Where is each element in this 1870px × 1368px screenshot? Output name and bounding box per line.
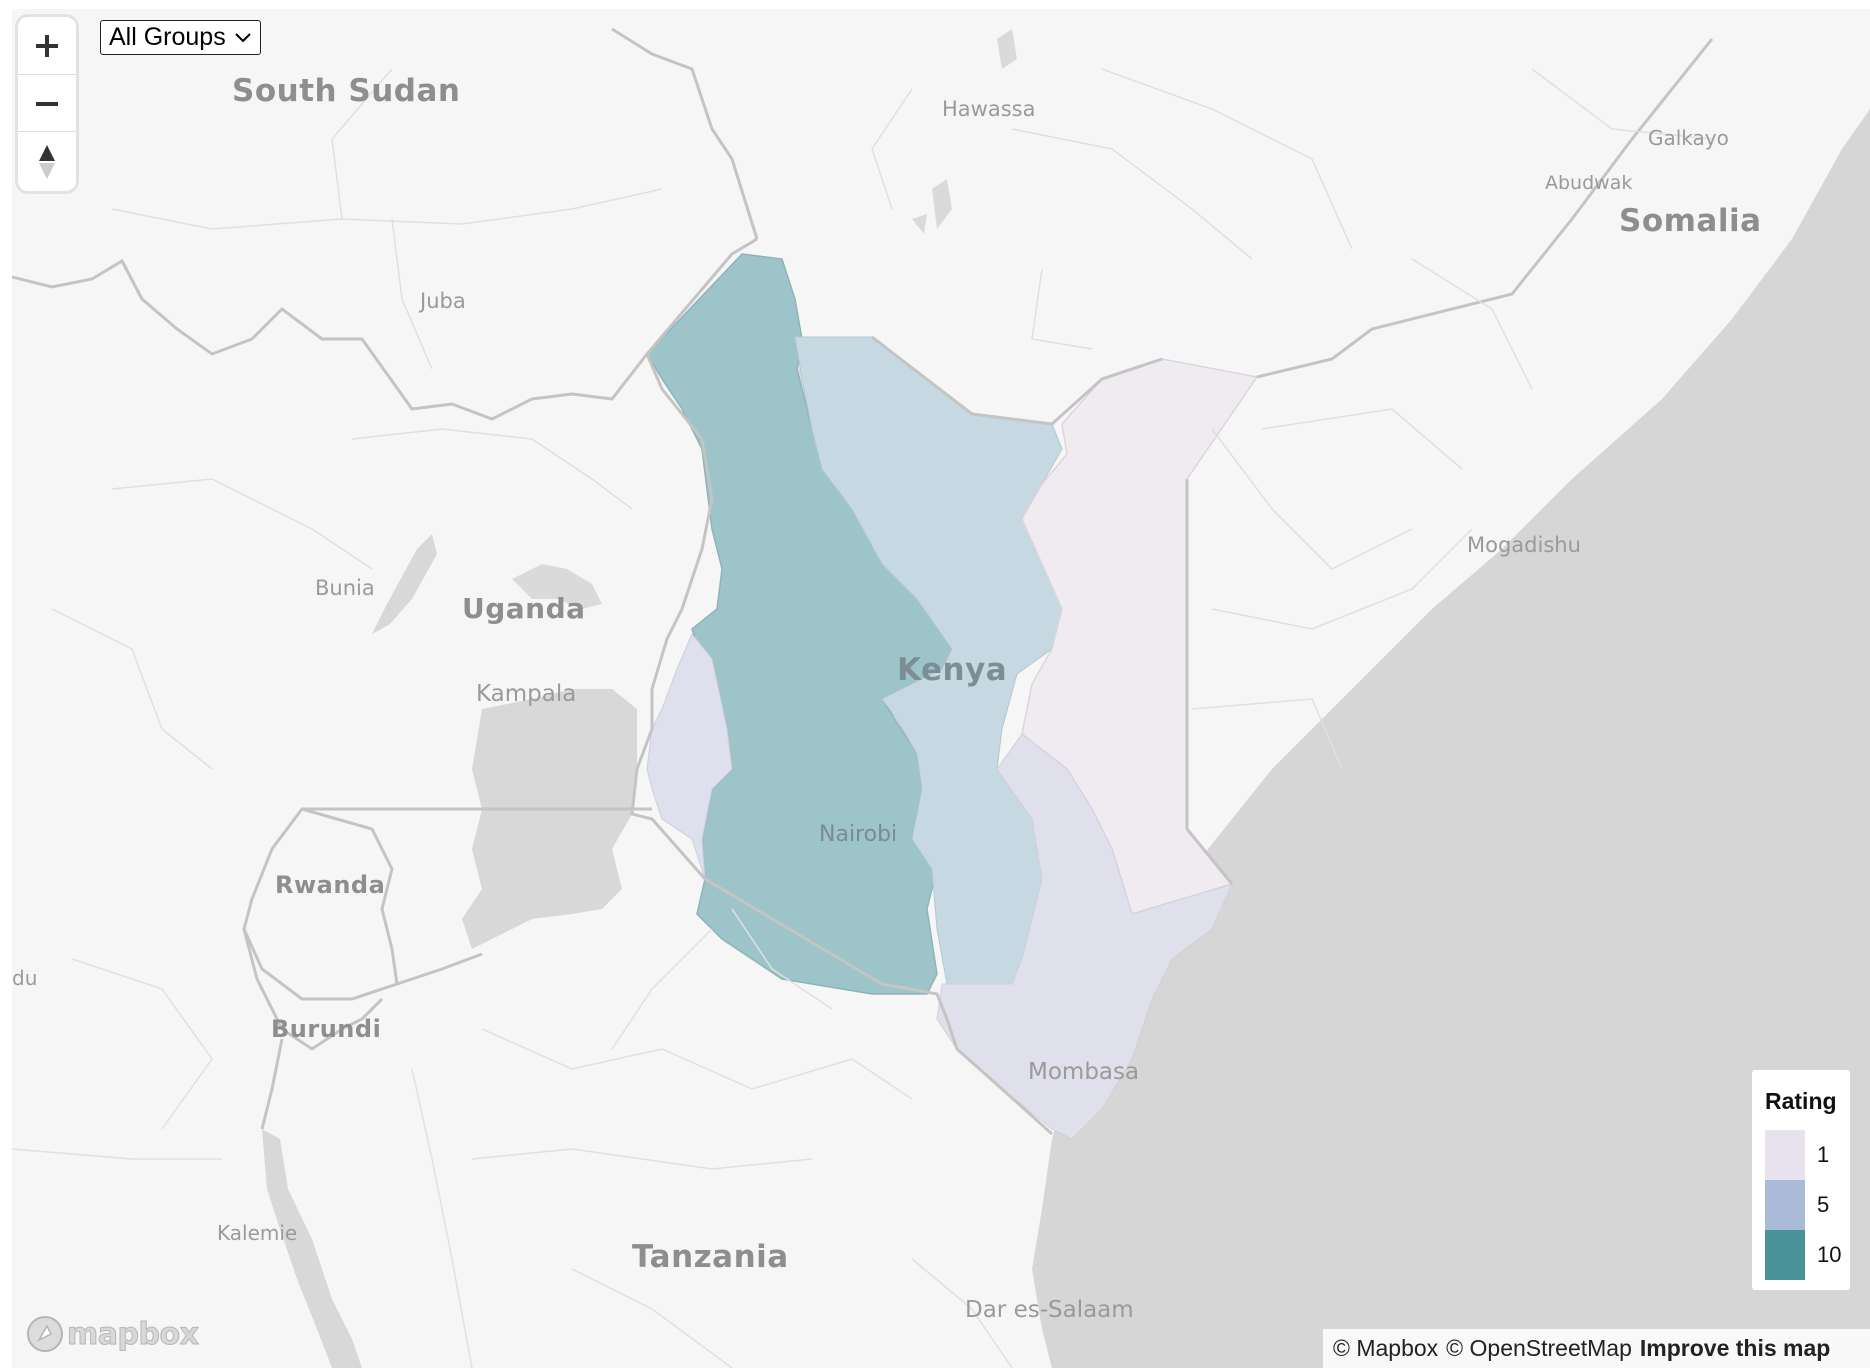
- group-select-value: All Groups: [109, 23, 226, 51]
- label-bunia: Bunia: [315, 576, 375, 600]
- plus-icon: [36, 34, 58, 57]
- attribution-bar: © Mapbox © OpenStreetMap Improve this ma…: [1323, 1329, 1870, 1368]
- label-juba: Juba: [420, 289, 466, 313]
- mapbox-logo-text: mapbox: [66, 1316, 199, 1352]
- label-abudwak: Abudwak: [1545, 172, 1633, 194]
- lake-kyoga: [512, 564, 602, 609]
- zoom-in-button[interactable]: [18, 17, 76, 74]
- legend-swatch-1: [1765, 1130, 1805, 1180]
- minus-icon: [36, 101, 58, 106]
- label-du: du: [12, 966, 38, 990]
- mapbox-logo-icon: [27, 1316, 63, 1352]
- admin-lines: [12, 68, 1713, 1368]
- lake-albert: [372, 534, 437, 634]
- kenya-region-east: [936, 733, 1233, 1140]
- ethiopian-lakes: [912, 29, 1017, 234]
- map-canvas[interactable]: South Sudan Hawassa Galkayo Abudwak Soma…: [12, 9, 1870, 1368]
- kenya-region-west: [646, 633, 733, 880]
- attribution-mapbox-link[interactable]: © Mapbox: [1333, 1335, 1439, 1361]
- legend-value-5: 5: [1817, 1192, 1830, 1217]
- group-select[interactable]: All Groups: [100, 20, 261, 55]
- label-rwanda: Rwanda: [275, 871, 386, 899]
- label-mombasa: Mombasa: [1028, 1059, 1140, 1085]
- mapbox-logo[interactable]: mapbox: [25, 1314, 199, 1354]
- attribution-osm-link[interactable]: © OpenStreetMap: [1446, 1335, 1632, 1361]
- label-burundi: Burundi: [271, 1015, 382, 1043]
- label-mogadishu: Mogadishu: [1467, 533, 1581, 557]
- legend-title: Rating: [1765, 1088, 1837, 1114]
- label-kalemie: Kalemie: [217, 1221, 298, 1245]
- label-south-sudan: South Sudan: [232, 73, 461, 109]
- label-somalia: Somalia: [1619, 203, 1762, 239]
- label-tanzania: Tanzania: [632, 1239, 789, 1275]
- legend-value-10: 10: [1817, 1242, 1842, 1267]
- chevron-down-icon: [235, 32, 251, 42]
- label-nairobi: Nairobi: [819, 822, 898, 847]
- country-borders: [12, 27, 1714, 1136]
- ocean: [1032, 109, 1870, 1368]
- label-kenya: Kenya: [897, 652, 1008, 688]
- improve-map-link[interactable]: Improve this map: [1639, 1335, 1831, 1361]
- navigation-control: [18, 17, 76, 191]
- legend-value-1: 1: [1817, 1142, 1830, 1167]
- basemap: [12, 27, 1870, 1368]
- label-uganda: Uganda: [462, 592, 586, 625]
- lake-tanganyika: [262, 1129, 362, 1368]
- label-galkayo: Galkayo: [1648, 126, 1729, 150]
- lake-victoria: [462, 689, 637, 949]
- label-kampala: Kampala: [476, 681, 577, 707]
- compass-icon: [39, 145, 55, 179]
- label-dar-es-salaam: Dar es-Salaam: [965, 1297, 1134, 1323]
- legend-swatch-5: [1765, 1180, 1805, 1230]
- zoom-out-button[interactable]: [18, 74, 76, 132]
- legend-swatch-10: [1765, 1230, 1805, 1280]
- compass-button[interactable]: [18, 131, 76, 192]
- label-hawassa: Hawassa: [942, 97, 1036, 121]
- legend: Rating 1 5 10: [1752, 1070, 1850, 1290]
